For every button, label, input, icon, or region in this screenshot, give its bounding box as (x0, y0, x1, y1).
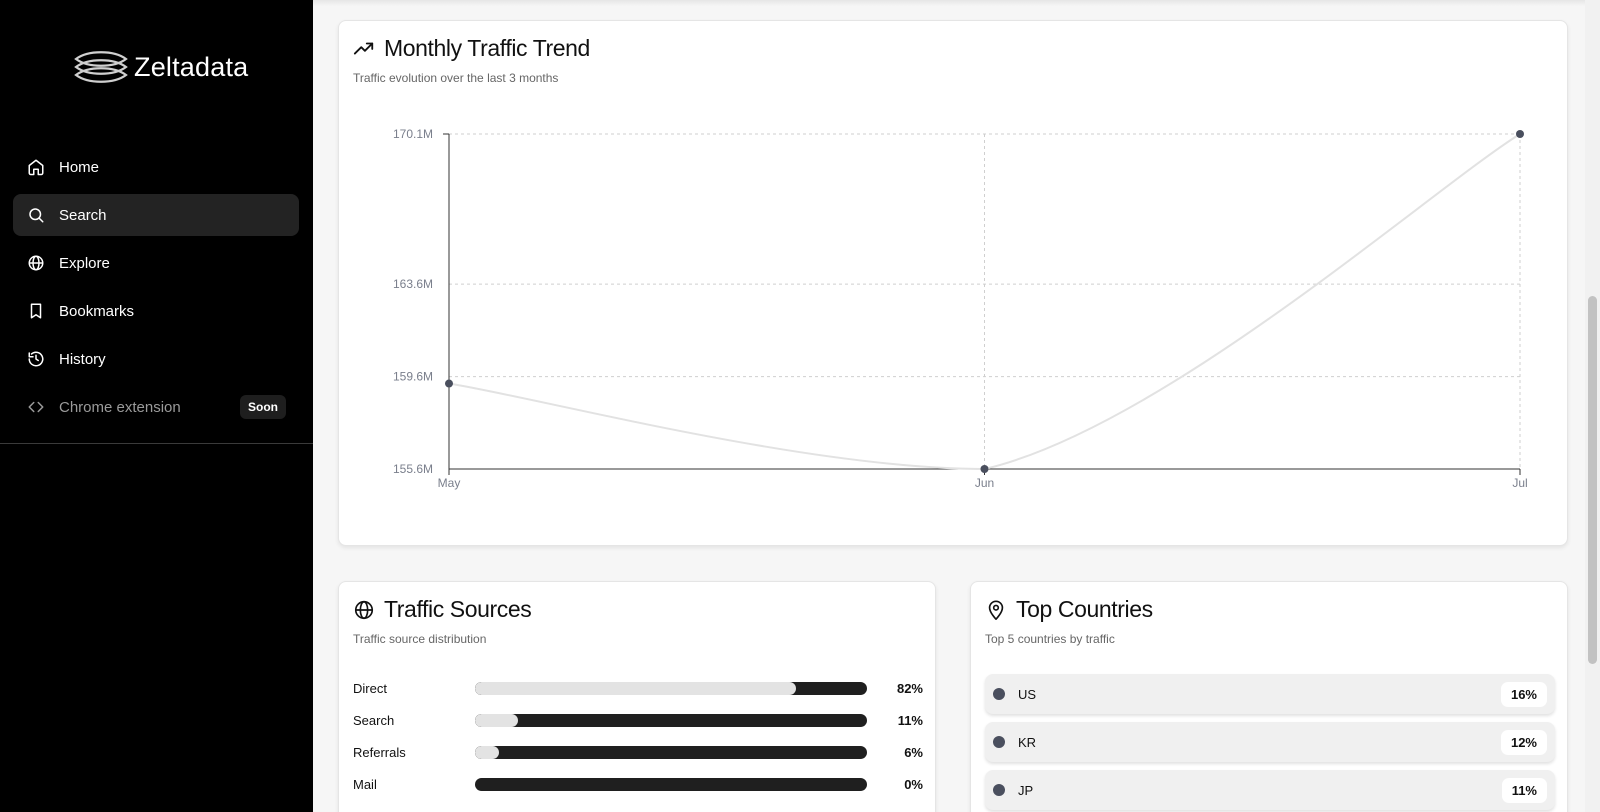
trend-title: Monthly Traffic Trend (384, 35, 590, 61)
sidebar-item-search[interactable]: Search (13, 194, 299, 236)
sidebar-divider (0, 443, 313, 444)
source-percent: 0% (904, 776, 923, 792)
y-tick-label: 155.6M (393, 462, 433, 476)
x-tick-label: Jun (975, 476, 994, 490)
trending-up-icon (353, 42, 374, 54)
traffic-line-chart: 155.6M 159.6M 163.6M 170.1M May Jun Jul (393, 127, 1528, 490)
country-percent: 12% (1500, 729, 1547, 755)
countries-title: Top Countries (1016, 596, 1153, 622)
country-row-kr[interactable]: KR 12% (985, 722, 1555, 762)
country-code: KR (1018, 734, 1037, 750)
sidebar-item-label: Search (59, 206, 107, 224)
data-point (980, 465, 989, 473)
source-row: Referrals 6% (353, 742, 923, 762)
sidebar-item-label: Home (59, 158, 100, 176)
sidebar-item-label: History (59, 350, 106, 368)
scrollbar-thumb[interactable] (1588, 296, 1597, 664)
top-countries-card: Top Countries Top 5 countries by traffic… (970, 581, 1568, 812)
source-row: Mail 0% (353, 774, 923, 794)
search-icon (27, 206, 45, 224)
sidebar-item-label: Bookmarks (59, 302, 135, 320)
map-pin-icon (988, 599, 1004, 620)
y-tick-label: 170.1M (393, 127, 433, 141)
country-code: US (1018, 686, 1037, 702)
logo-mark-icon (74, 51, 128, 83)
country-row-us[interactable]: US 16% (985, 674, 1555, 714)
y-tick-label: 163.6M (393, 277, 433, 291)
data-point (1516, 130, 1524, 138)
y-tick-label: 159.6M (393, 370, 433, 384)
sources-subtitle: Traffic source distribution (353, 632, 487, 646)
sidebar: Zeltadata Home Search Explore Bookmarks (0, 0, 313, 812)
country-dot (993, 784, 1005, 796)
source-bar (475, 745, 867, 759)
x-tick-label: Jul (1512, 476, 1527, 490)
globe-icon (354, 600, 374, 619)
sidebar-item-label: Chrome extension (59, 398, 181, 416)
card-title: Monthly Traffic Trend (353, 35, 590, 62)
app-logo[interactable]: Zeltadata (74, 50, 248, 84)
monthly-traffic-trend-card: Monthly Traffic Trend Traffic evolution … (338, 20, 1568, 546)
source-percent: 6% (904, 744, 923, 760)
globe-icon (27, 254, 45, 272)
source-percent: 11% (897, 712, 923, 728)
country-percent: 11% (1501, 777, 1547, 803)
sidebar-item-bookmarks[interactable]: Bookmarks (13, 290, 299, 332)
source-bar (475, 713, 867, 727)
source-label: Direct (353, 680, 387, 696)
sidebar-nav: Home Search Explore Bookmarks History (13, 146, 299, 434)
country-row-jp[interactable]: JP 11% (985, 770, 1555, 810)
source-label: Referrals (353, 744, 406, 760)
card-title: Top Countries (985, 596, 1153, 623)
sidebar-item-explore[interactable]: Explore (13, 242, 299, 284)
data-point (445, 379, 453, 388)
traffic-sources-card: Traffic Sources Traffic source distribut… (338, 581, 936, 812)
sidebar-item-label: Explore (59, 254, 110, 272)
app-name: Zeltadata (134, 51, 249, 82)
sources-title: Traffic Sources (384, 596, 532, 622)
countries-subtitle: Top 5 countries by traffic (985, 632, 1115, 646)
source-bar-fill (475, 681, 797, 695)
x-tick-label: May (438, 476, 461, 490)
card-title: Traffic Sources (353, 596, 532, 623)
sidebar-item-home[interactable]: Home (13, 146, 299, 188)
source-row: Search 11% (353, 710, 923, 730)
country-dot (993, 688, 1005, 700)
sidebar-item-chrome-extension[interactable]: Chrome extension Soon (13, 386, 299, 428)
sidebar-item-history[interactable]: History (13, 338, 299, 380)
main-content: Monthly Traffic Trend Traffic evolution … (313, 0, 1600, 812)
country-percent: 16% (1500, 681, 1547, 707)
country-code: JP (1018, 782, 1034, 798)
source-row: Direct 82% (353, 678, 923, 698)
source-bar-fill (475, 745, 499, 759)
bookmark-icon (27, 302, 45, 320)
source-bar (475, 777, 867, 791)
soon-badge: Soon (240, 395, 286, 419)
code-icon (27, 398, 45, 416)
history-icon (27, 350, 45, 368)
source-bar-fill (475, 713, 519, 727)
source-label: Search (353, 712, 395, 728)
source-bar (475, 681, 867, 695)
trend-subtitle: Traffic evolution over the last 3 months (353, 71, 559, 85)
source-label: Mail (353, 776, 377, 792)
top-shadow (313, 0, 1585, 6)
source-percent: 82% (896, 680, 923, 696)
vertical-scrollbar[interactable] (1585, 0, 1600, 812)
home-icon (27, 158, 45, 176)
country-dot (993, 736, 1005, 748)
